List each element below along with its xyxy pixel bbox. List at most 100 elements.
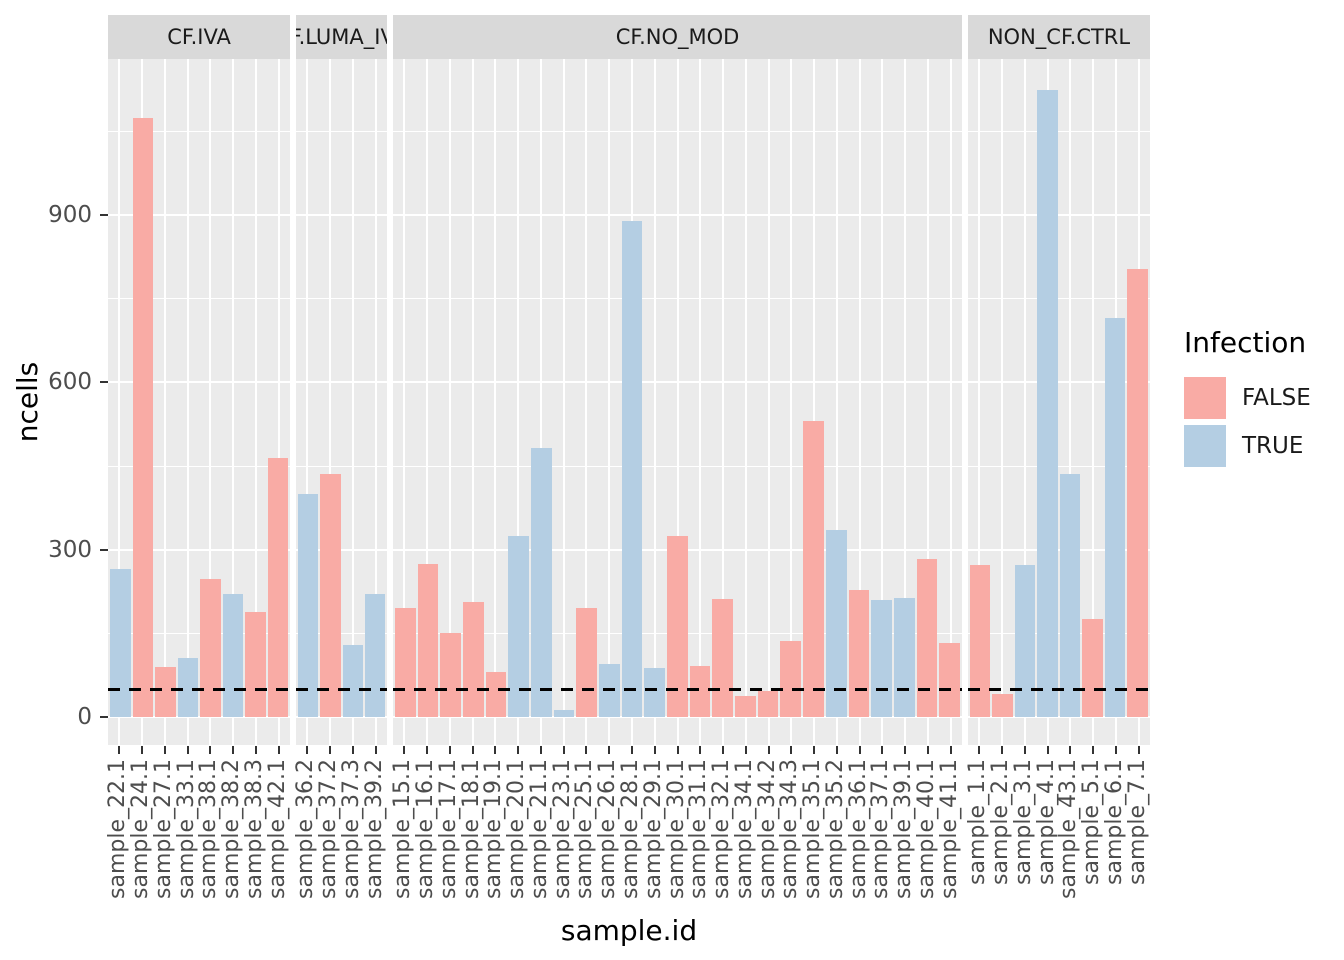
x-tick-mark xyxy=(351,746,354,754)
x-gridline xyxy=(790,59,793,745)
x-gridline xyxy=(744,59,747,745)
major-gridline xyxy=(296,381,388,384)
x-tick-mark xyxy=(448,746,451,754)
legend-entry-label: FALSE xyxy=(1242,385,1311,411)
y-tick-label: 0 xyxy=(77,704,92,730)
facet-panel xyxy=(393,59,962,745)
x-tick-label-text: sample_16.1 xyxy=(413,759,439,899)
x-gridline xyxy=(539,59,542,745)
bar-sample_24.1 xyxy=(132,117,153,717)
x-gridline xyxy=(978,59,981,745)
bar-sample_2.1 xyxy=(992,693,1013,717)
bar-sample_5.1 xyxy=(1082,619,1103,717)
bar-sample_39.1 xyxy=(893,598,915,717)
legend: Infection FALSE TRUE xyxy=(1184,326,1311,473)
legend-entry-FALSE: FALSE xyxy=(1184,377,1311,419)
x-tick-label-text: sample_34.1 xyxy=(731,759,757,899)
x-tick-label-text: sample_2.1 xyxy=(988,759,1014,885)
facet-strip: CF.IVA xyxy=(108,15,291,59)
bar-sample_18.1 xyxy=(463,601,484,717)
x-gridline xyxy=(403,59,406,745)
y-axis: 0 300 600 900 xyxy=(0,0,108,960)
x-gridline xyxy=(426,59,429,745)
x-gridline xyxy=(653,59,656,745)
x-gridline xyxy=(306,59,309,745)
x-tick-label-text: sample_37.1 xyxy=(868,759,894,899)
bar-sample_38.3 xyxy=(245,612,266,717)
minor-gridline xyxy=(296,130,388,132)
x-tick-mark xyxy=(790,746,793,754)
y-tick-mark xyxy=(100,548,108,551)
x-tick-mark xyxy=(426,746,429,754)
bar-sample_42.1 xyxy=(267,457,288,717)
x-tick-mark xyxy=(904,746,907,754)
facet-strip: CF.LUMA_IVA xyxy=(296,15,388,59)
x-tick-label-text: sample_31.1 xyxy=(686,759,712,899)
major-gridline xyxy=(296,548,388,551)
x-tick-label-text: sample_42.1 xyxy=(264,759,290,899)
x-tick-mark xyxy=(676,746,679,754)
bar-sample_6.1 xyxy=(1104,318,1126,717)
threshold-dashed-line xyxy=(967,687,1150,691)
bar-sample_39.2 xyxy=(364,594,386,717)
x-tick-mark xyxy=(403,746,406,754)
x-gridline xyxy=(926,59,929,745)
bar-sample_4.1 xyxy=(1037,89,1058,717)
x-tick-mark xyxy=(585,746,588,754)
x-tick-label-text: sample_26.1 xyxy=(595,759,621,899)
x-axis: sample_22.1 sample_24.1 sample_27.1 sample_… xyxy=(105,745,290,917)
x-tick-mark xyxy=(926,746,929,754)
x-tick-label-text: sample_43.1 xyxy=(1056,759,1082,899)
x-tick-mark xyxy=(118,746,121,754)
x-tick-label-text: sample_32.1 xyxy=(709,759,735,899)
x-tick-mark xyxy=(1023,746,1026,754)
x-tick-label-text: sample_23.1 xyxy=(549,759,575,899)
bar-sample_23.1 xyxy=(553,710,575,717)
bar-sample_16.1 xyxy=(417,563,439,717)
x-gridline xyxy=(1069,59,1072,745)
minor-gridline xyxy=(108,632,291,634)
threshold-dashed-line xyxy=(108,687,291,691)
minor-gridline xyxy=(967,465,1150,467)
x-tick-mark xyxy=(1092,746,1095,754)
minor-gridline xyxy=(108,465,291,467)
legend-entry-label: TRUE xyxy=(1242,433,1304,459)
x-tick-label-text: sample_40.1 xyxy=(913,759,939,899)
x-tick-label-text: sample_39.1 xyxy=(891,759,917,899)
x-tick-mark xyxy=(277,746,280,754)
x-gridline xyxy=(881,59,884,745)
bar-sample_21.1 xyxy=(531,447,552,717)
bar-sample_37.2 xyxy=(320,474,341,717)
x-tick-mark xyxy=(699,746,702,754)
x-tick-mark xyxy=(494,746,497,754)
x-gridline xyxy=(186,59,189,745)
x-tick-label-text: sample_33.1 xyxy=(173,759,199,899)
bar-sample_28.1 xyxy=(621,220,643,717)
y-tick-label: 300 xyxy=(48,536,92,563)
major-gridline xyxy=(967,548,1150,551)
legend-title: Infection xyxy=(1184,326,1307,359)
x-gridline xyxy=(562,59,565,745)
bar-sample_20.1 xyxy=(508,535,530,717)
facet-strip-label: NON_CF.CTRL xyxy=(987,25,1131,49)
bars xyxy=(968,59,1150,745)
x-tick-label-text: sample_35.1 xyxy=(800,759,826,899)
x-tick-label-text: sample_36.2 xyxy=(293,759,319,899)
x-axis-title: sample.id xyxy=(560,914,698,947)
x-gridline xyxy=(858,59,861,745)
x-tick-mark xyxy=(1046,746,1049,754)
x-tick-mark xyxy=(858,746,861,754)
x-tick-mark xyxy=(835,746,838,754)
major-gridline xyxy=(108,548,291,551)
bar-sample_30.1 xyxy=(667,535,688,717)
major-gridline xyxy=(296,716,388,718)
x-tick-label-text: sample_34.3 xyxy=(777,759,803,899)
x-tick-label-text: sample_41.1 xyxy=(936,759,962,899)
major-gridline xyxy=(296,214,388,217)
bar-sample_29.1 xyxy=(644,667,666,717)
bar-sample_36.2 xyxy=(298,493,319,717)
x-tick-label-text: sample_6.1 xyxy=(1101,759,1127,885)
x-tick-label-text: sample_28.1 xyxy=(617,759,643,899)
x-gridline xyxy=(209,59,212,745)
bar-sample_37.1 xyxy=(871,599,892,717)
